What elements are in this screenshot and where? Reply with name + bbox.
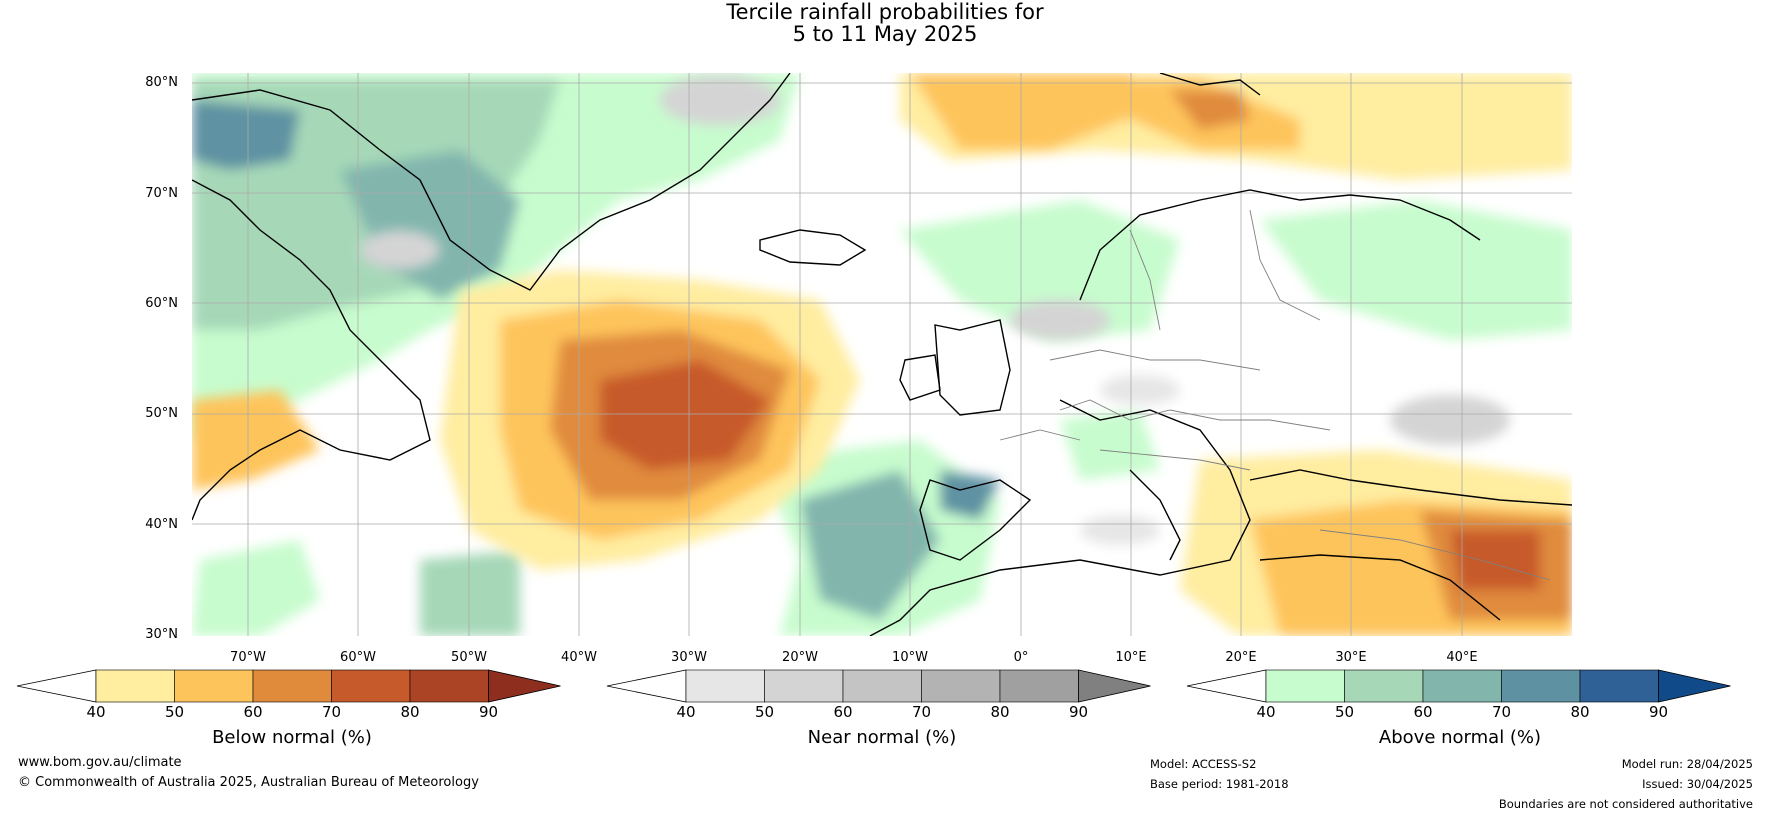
colorbar-tick-label: 40: [676, 703, 696, 721]
lat-label: 70°N: [145, 186, 178, 201]
colorbar-near-normal: [606, 669, 1151, 703]
graticule: [192, 73, 1572, 636]
colorbar-title-above: Above normal (%): [1378, 727, 1542, 748]
colorbar-above-normal: [1186, 669, 1731, 703]
issued-text: Issued: 30/04/2025: [1642, 777, 1753, 791]
colorbar-segment: [1265, 669, 1345, 703]
colorbar-segment: [685, 669, 765, 703]
colorbar-tick-label: 50: [164, 703, 185, 721]
model-run-text: Model run: 28/04/2025: [1621, 757, 1753, 771]
model-text: Model: ACCESS-S2: [1150, 757, 1257, 771]
lat-label: 50°N: [145, 406, 178, 421]
colorbar-tick-label: 40: [86, 703, 106, 721]
colorbar-extend-low: [606, 669, 687, 703]
colorbar-tick-label: 40: [1256, 703, 1276, 721]
colorbar-title-below: Below normal (%): [212, 727, 372, 748]
colorbar-tick-label: 70: [911, 703, 932, 721]
colorbar-segment: [409, 669, 489, 703]
colorbar-extend-high: [488, 669, 561, 703]
colorbar-segment: [95, 669, 175, 703]
lon-label: 10°W: [892, 650, 928, 665]
lon-label: 10°E: [1115, 650, 1147, 665]
disclaimer-text: Boundaries are not considered authoritat…: [1498, 797, 1753, 811]
colorbar-segment: [1422, 669, 1502, 703]
coastlines: [192, 73, 1572, 636]
below-normal-shading: [192, 73, 1572, 636]
colorbar-tick-label: 80: [400, 703, 420, 721]
map-title-line1: Tercile rainfall probabilities for: [726, 0, 1044, 24]
colorbar-segment: [174, 669, 254, 703]
colorbar-tick-label: 80: [1570, 703, 1590, 721]
lon-label: 60°W: [340, 650, 376, 665]
colorbar-segment: [331, 669, 411, 703]
lon-label: 70°W: [230, 650, 266, 665]
colorbar-segment: [1579, 669, 1659, 703]
colorbar-tick-label: 60: [243, 703, 263, 721]
lat-label: 40°N: [145, 517, 178, 532]
lon-label: 30°W: [671, 650, 707, 665]
colorbar-title-near: Near normal (%): [807, 727, 957, 748]
colorbar-tick-label: 90: [478, 703, 499, 721]
colorbar-below-normal: [16, 669, 561, 703]
colorbar-segment: [842, 669, 922, 703]
lat-label: 30°N: [145, 627, 178, 642]
colorbar-extend-high: [1658, 669, 1731, 703]
colorbar-tick-label: 60: [833, 703, 853, 721]
colorbar-extend-low: [1186, 669, 1267, 703]
base-period-text: Base period: 1981-2018: [1150, 777, 1289, 791]
above-normal-shading: [192, 73, 1572, 636]
colorbar-tick-label: 50: [754, 703, 775, 721]
colorbar-segment: [1501, 669, 1581, 703]
colorbar-tick-label: 70: [321, 703, 342, 721]
lat-label: 80°N: [145, 75, 178, 90]
lon-label: 40°E: [1446, 650, 1478, 665]
lon-label: 0°: [1013, 650, 1029, 665]
colorbar-tick-label: 50: [1334, 703, 1355, 721]
colorbar-tick-label: 90: [1648, 703, 1669, 721]
colorbar-tick-label: 80: [990, 703, 1010, 721]
copyright-text: © Commonwealth of Australia 2025, Austra…: [18, 775, 479, 790]
colorbar-segment: [999, 669, 1079, 703]
lon-label: 40°W: [561, 650, 597, 665]
colorbar-tick-label: 90: [1068, 703, 1089, 721]
website-link[interactable]: www.bom.gov.au/climate: [18, 755, 182, 770]
country-borders: [999, 209, 1551, 581]
colorbar-tick-label: 60: [1413, 703, 1433, 721]
lon-label: 50°W: [451, 650, 487, 665]
colorbar-extend-high: [1078, 669, 1151, 703]
lon-label: 20°E: [1225, 650, 1257, 665]
colorbar-segment: [921, 669, 1001, 703]
colorbar-segment: [764, 669, 844, 703]
colorbar-segment: [252, 669, 332, 703]
map-canvas: [192, 73, 1572, 636]
colorbar-extend-low: [16, 669, 97, 703]
colorbar-tick-label: 70: [1491, 703, 1512, 721]
lon-label: 30°E: [1335, 650, 1367, 665]
lat-label: 60°N: [145, 296, 178, 311]
map-title-line2: 5 to 11 May 2025: [792, 22, 978, 46]
lon-label: 20°W: [782, 650, 818, 665]
colorbar-segment: [1344, 669, 1424, 703]
